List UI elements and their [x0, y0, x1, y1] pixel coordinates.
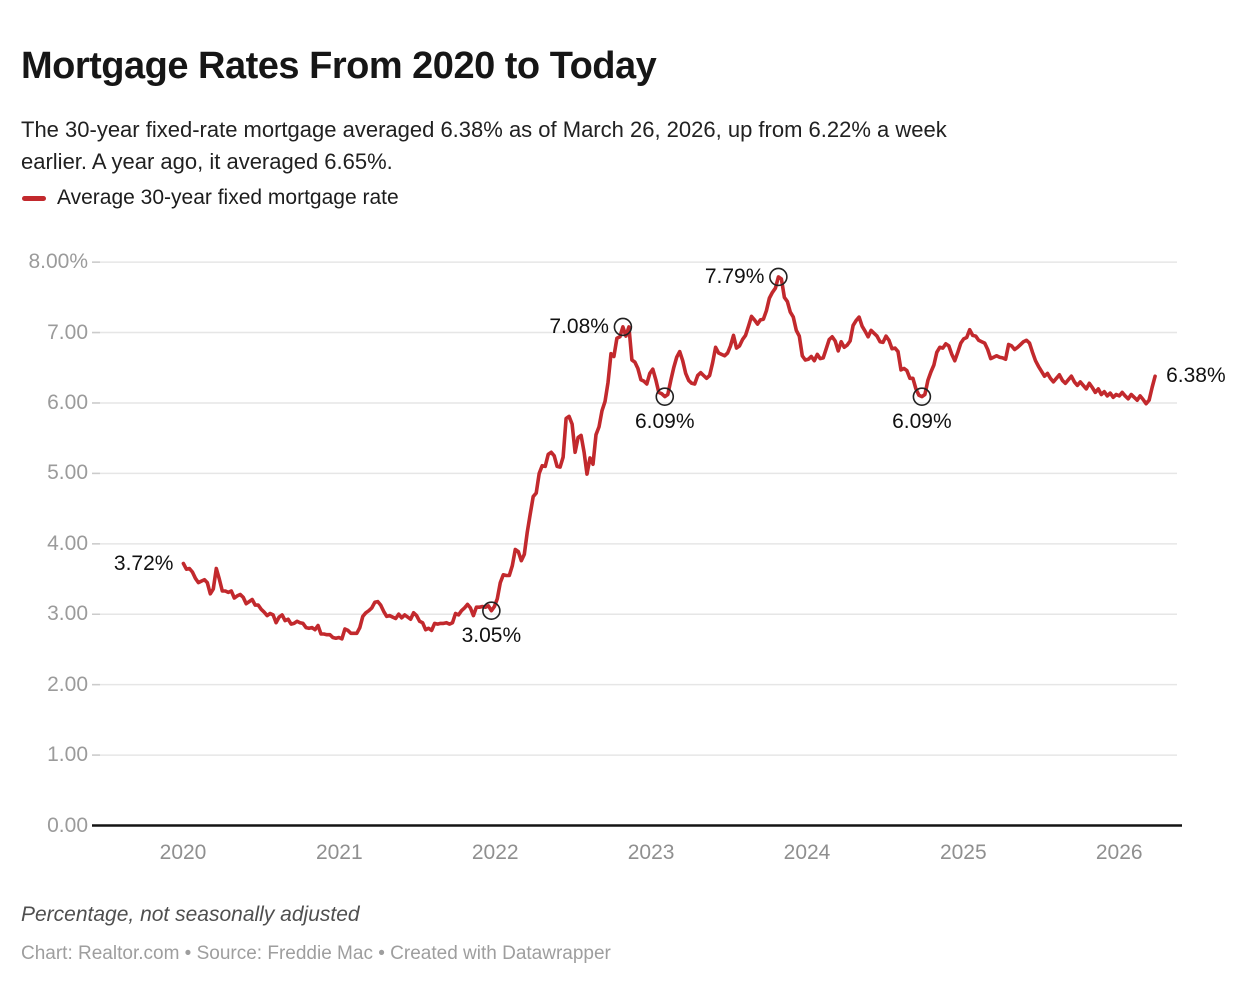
- annotation-label: 6.38%: [1166, 364, 1226, 388]
- axis-note: Percentage, not seasonally adjusted: [21, 903, 360, 926]
- y-tick-label: 2.00: [47, 672, 88, 696]
- annotation-label: 6.09%: [892, 409, 952, 433]
- x-tick-label: 2026: [1095, 841, 1143, 864]
- x-tick-label: 2023: [627, 841, 675, 864]
- y-tick-label: 8.00%: [28, 250, 88, 274]
- x-tick-label: 2024: [783, 841, 831, 864]
- x-tick-label: 2025: [939, 841, 987, 864]
- y-tick-label: 6.00: [47, 390, 88, 414]
- y-tick-label: 5.00: [47, 461, 88, 485]
- y-tick-label: 7.00: [47, 320, 88, 344]
- legend: Average 30-year fixed mortgage rate: [22, 186, 399, 210]
- annotation-marker: [655, 387, 675, 406]
- y-tick-label: 4.00: [47, 531, 88, 555]
- chart-subtitle: The 30-year fixed-rate mortgage averaged…: [21, 114, 1221, 178]
- annotation-label: 6.09%: [634, 409, 695, 433]
- annotation-label: 3.72%: [113, 551, 174, 575]
- chart-subtitle-line-1: The 30-year fixed-rate mortgage averaged…: [21, 117, 947, 142]
- annotation-marker: [482, 601, 501, 621]
- annotation-label: 7.08%: [549, 314, 609, 338]
- legend-label: Average 30-year fixed mortgage rate: [57, 186, 399, 209]
- x-tick-label: 2022: [471, 841, 519, 864]
- annotation-marker: [613, 317, 633, 337]
- annotation-marker: [912, 387, 932, 406]
- x-tick-label: 2021: [315, 841, 363, 864]
- chart-subtitle-line-2: earlier. A year ago, it averaged 6.65%.: [21, 149, 393, 174]
- annotation-marker: [769, 267, 788, 287]
- y-tick-label: 0.00: [47, 813, 88, 837]
- x-tick-label: 2020: [159, 841, 207, 864]
- y-tick-label: 1.00: [47, 743, 88, 767]
- annotation-label: 7.79%: [704, 264, 765, 288]
- legend-line-swatch: [22, 195, 46, 201]
- chart-title: Mortgage Rates From 2020 to Today: [21, 45, 657, 88]
- y-tick-label: 3.00: [47, 602, 88, 626]
- annotation-label: 3.05%: [461, 623, 522, 647]
- credit-line: Chart: Realtor.com • Source: Freddie Mac…: [21, 943, 611, 964]
- rate-line: [181, 275, 1157, 641]
